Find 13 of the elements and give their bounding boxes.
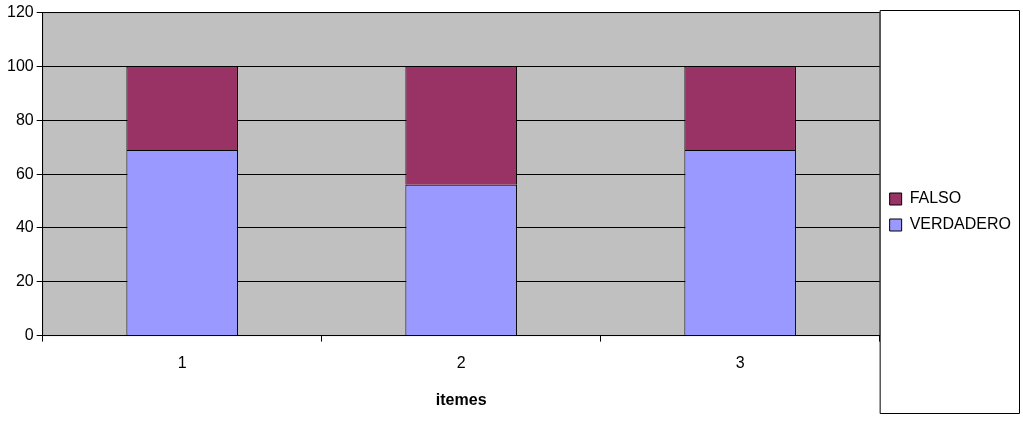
x-tick-label: 1	[177, 353, 187, 371]
y-tick-label: 100	[6, 56, 34, 74]
y-tick-label: 0	[24, 326, 34, 344]
y-tick-label: 80	[15, 110, 34, 128]
x-tick-label: 2	[456, 353, 466, 371]
legend-label: VERDADERO	[909, 215, 1012, 233]
y-tick-label: 120	[6, 3, 34, 21]
y-tick-label: 40	[15, 218, 34, 236]
x-tick-label: 3	[735, 353, 745, 371]
x-axis-title: itemes	[435, 390, 487, 408]
legend-label: FALSO	[909, 189, 962, 207]
y-tick-label: 20	[15, 272, 34, 290]
y-tick-label: 60	[15, 164, 34, 182]
